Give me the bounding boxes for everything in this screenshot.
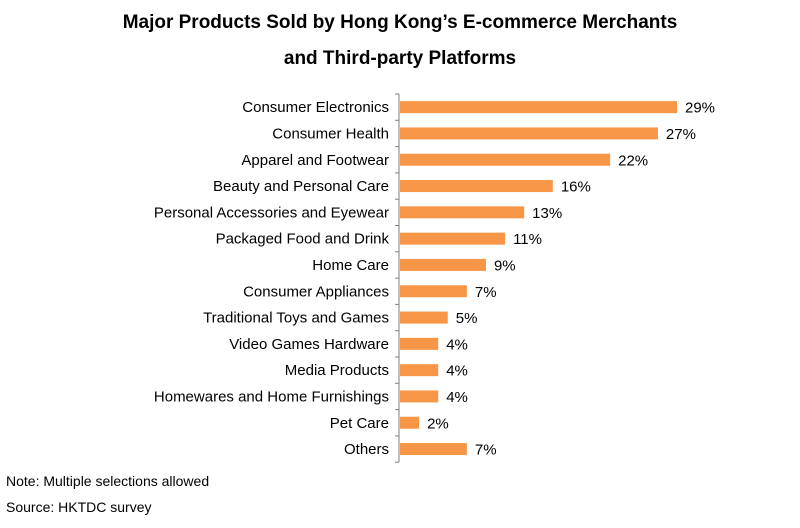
bar (400, 180, 553, 193)
bar (400, 101, 677, 114)
data-label: 13% (532, 205, 562, 222)
bar (400, 311, 448, 324)
data-label: 7% (475, 284, 497, 301)
chart-note: Note: Multiple selections allowed (6, 473, 210, 489)
bar (400, 390, 439, 403)
data-label: 7% (475, 442, 497, 459)
category-label: Consumer Health (272, 125, 389, 142)
bar (400, 232, 506, 245)
category-label: Apparel and Footwear (241, 152, 389, 169)
category-label: Others (344, 441, 389, 458)
bar (400, 258, 486, 271)
data-label: 4% (446, 389, 468, 406)
data-label: 22% (618, 152, 648, 169)
bar (400, 364, 439, 377)
data-label: 2% (427, 415, 449, 432)
category-label: Packaged Food and Drink (216, 231, 390, 248)
data-label: 5% (456, 310, 478, 327)
category-label: Home Care (312, 257, 389, 274)
data-label: 11% (513, 231, 542, 248)
bar (400, 285, 467, 298)
chart-title-line1: Major Products Sold by Hong Kong’s E-com… (122, 12, 678, 33)
category-label: Pet Care (330, 415, 389, 432)
bar (400, 443, 467, 456)
category-label: Personal Accessories and Eyewear (154, 204, 389, 221)
category-label: Consumer Electronics (242, 99, 389, 116)
category-label: Consumer Appliances (243, 283, 389, 300)
bar (400, 337, 439, 350)
bar (400, 416, 420, 429)
bar (400, 206, 525, 219)
category-label: Beauty and Personal Care (213, 178, 389, 195)
data-label: 27% (666, 126, 696, 143)
data-label: 29% (685, 100, 715, 117)
data-label: 4% (446, 363, 468, 380)
data-label: 16% (561, 179, 591, 196)
category-label: Video Games Hardware (229, 336, 389, 353)
data-label: 9% (494, 257, 516, 274)
chart-source: Source: HKTDC survey (6, 499, 152, 515)
category-label: Media Products (285, 362, 389, 379)
category-label: Traditional Toys and Games (203, 310, 389, 327)
bar (400, 127, 658, 140)
bar (400, 153, 611, 166)
data-label: 4% (446, 336, 468, 353)
category-label: Homewares and Home Furnishings (154, 388, 389, 405)
chart-title-line2: and Third-party Platforms (283, 48, 517, 69)
